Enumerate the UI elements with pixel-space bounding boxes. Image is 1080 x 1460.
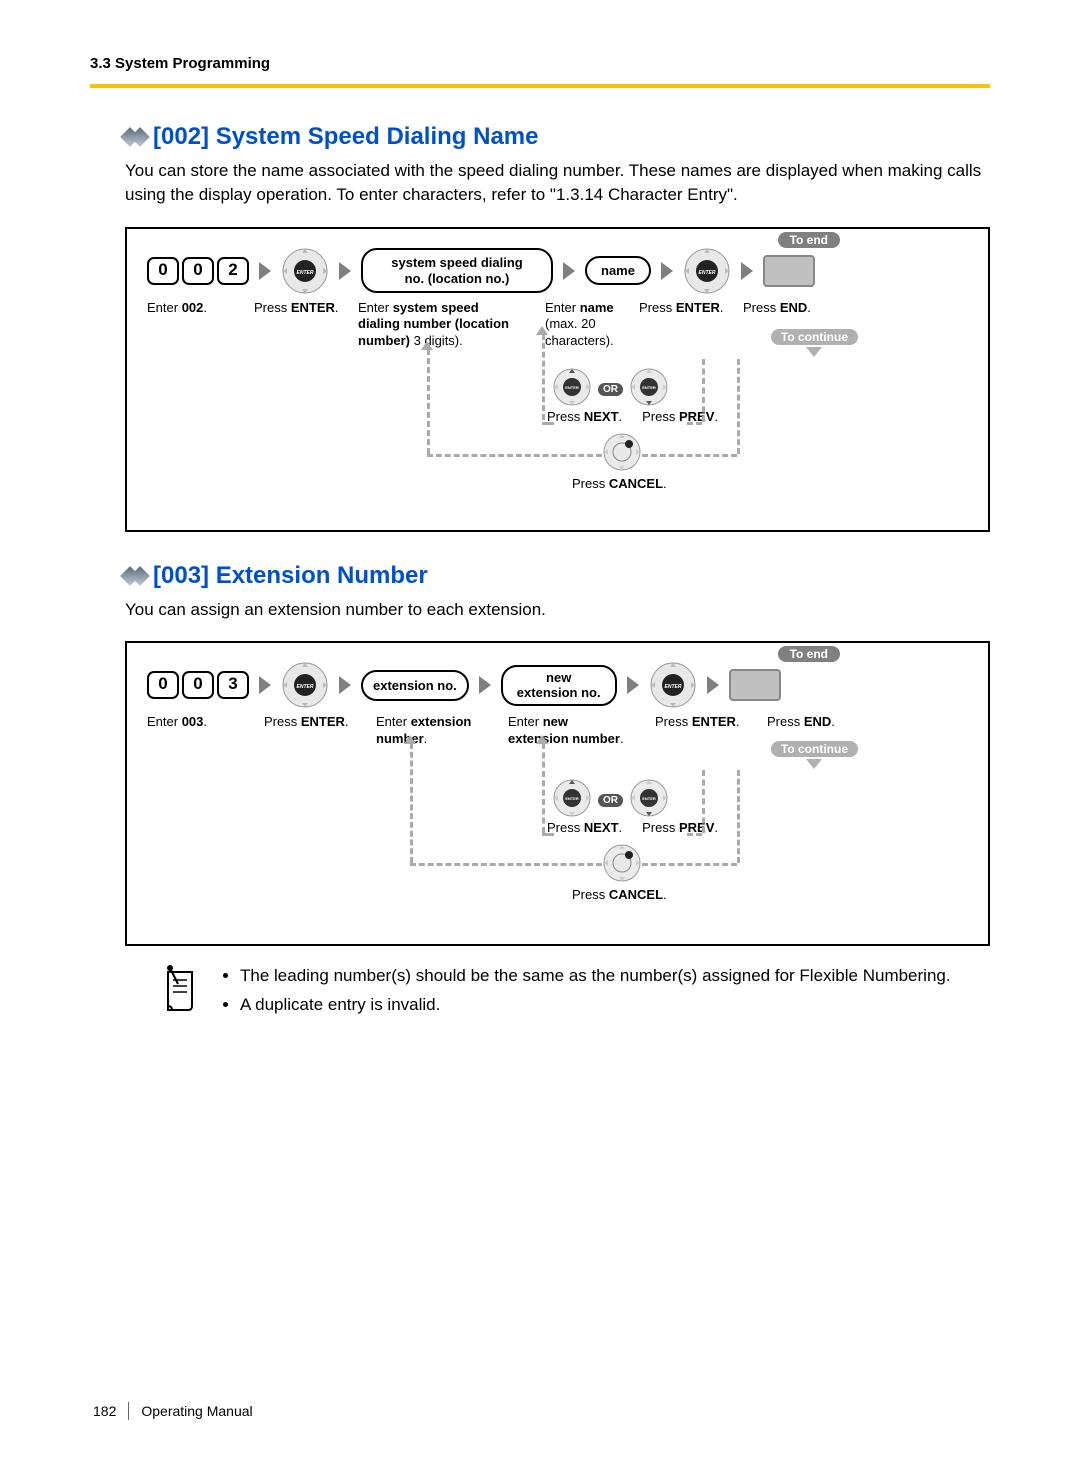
pill-text: new [546,670,571,685]
or-icon: OR [598,383,623,396]
heading-text-002: [002] System Speed Dialing Name [153,123,538,151]
note-icon [160,964,200,1022]
enter-joystick-icon[interactable]: ENTER [649,661,697,709]
enter-joystick-icon[interactable]: ENTER [683,247,731,295]
label-enter-extension: Enter extension number. [376,714,496,748]
next-joystick-icon[interactable]: ENTER [552,778,592,823]
svg-text:ENTER: ENTER [642,796,656,801]
arrow-icon [259,676,271,694]
to-continue-label: To continue [771,741,858,757]
arrow-icon [661,262,673,280]
svg-text:ENTER: ENTER [664,684,681,690]
label-enter-name: Enter name (max. 20 characters). [545,300,627,351]
dashed-arrow-up-icon [536,735,548,744]
end-button[interactable] [729,669,781,701]
enter-joystick-icon[interactable]: ENTER [281,661,329,709]
to-end-label: To end [778,232,840,248]
note-item: A duplicate entry is invalid. [240,993,951,1017]
arrow-icon [707,676,719,694]
digit-keys-002: 0 0 2 [147,257,249,285]
digit-key[interactable]: 0 [182,257,214,285]
diamond-icon [125,569,145,583]
pill-text: no. (location no.) [405,271,510,286]
arrow-icon [479,676,491,694]
page-number: 182 [93,1403,116,1419]
yellow-divider [90,84,990,88]
digit-key[interactable]: 2 [217,257,249,285]
next-joystick-icon[interactable]: ENTER [552,367,592,412]
svg-text:ENTER: ENTER [698,270,715,276]
next-prev-block: ENTER OR ENTER [552,778,669,823]
arrow-icon [627,676,639,694]
arrow-icon [563,262,575,280]
diagram-003: To end 0 0 3 ENTER extension no. new ext… [125,641,990,946]
svg-text:ENTER: ENTER [642,385,656,390]
enter-joystick-icon[interactable]: ENTER [281,247,329,295]
pill-system-speed: system speed dialing no. (location no.) [361,248,553,293]
end-button[interactable] [763,255,815,287]
label-press-enter-2: Press ENTER. [639,300,731,351]
prev-joystick-icon[interactable]: ENTER [629,778,669,823]
pill-name: name [585,256,651,286]
digit-key[interactable]: 3 [217,671,249,699]
prev-joystick-icon[interactable]: ENTER [629,367,669,412]
or-icon: OR [598,794,623,807]
label-enter-002: Enter 002. [147,300,242,351]
pill-text: extension no. [517,685,601,700]
footer: 182 Operating Manual [90,1402,990,1420]
body-text-002: You can store the name associated with t… [125,159,990,207]
dashed-arrow-up-icon [404,735,416,744]
next-prev-block: ENTER OR ENTER [552,367,669,412]
note-list: The leading number(s) should be the same… [220,964,951,1022]
svg-text:ENTER: ENTER [297,270,314,276]
svg-text:ENTER: ENTER [297,684,314,690]
section-heading-003: [003] Extension Number [125,562,990,590]
label-enter-new-extension: Enter new extension number. [508,714,643,748]
note-item: The leading number(s) should be the same… [240,964,951,988]
diamond-icon [125,130,145,144]
cancel-joystick-icon[interactable] [602,843,642,888]
arrow-icon [339,676,351,694]
digit-key[interactable]: 0 [182,671,214,699]
arrow-icon [741,262,753,280]
diagram-002: To end 0 0 2 ENTER [125,227,990,532]
pill-text: system speed dialing [391,255,523,270]
body-text-003: You can assign an extension number to ea… [125,598,990,622]
to-end-label: To end [778,646,840,662]
label-enter-003: Enter 003. [147,714,252,748]
dashed-arrow-up-icon [536,326,548,335]
arrow-icon [259,262,271,280]
svg-text:ENTER: ENTER [565,796,579,801]
pill-extension-no: extension no. [361,670,469,702]
manual-title: Operating Manual [141,1403,252,1419]
down-arrow-icon [806,759,822,769]
digit-key[interactable]: 0 [147,257,179,285]
to-continue-block: To continue [771,329,858,357]
pill-new-extension-no: new extension no. [501,665,617,706]
header-section: 3.3 System Programming [90,55,990,72]
dashed-arrow-up-icon [421,341,433,350]
cancel-joystick-icon[interactable] [602,432,642,477]
digit-key[interactable]: 0 [147,671,179,699]
label-press-enter: Press ENTER. [254,300,346,351]
down-arrow-icon [806,347,822,357]
label-press-enter: Press ENTER. [264,714,364,748]
to-continue-block: To continue [771,741,858,769]
press-cancel-label: Press CANCEL. [572,476,667,491]
label-press-enter-2: Press ENTER. [655,714,755,748]
arrow-icon [339,262,351,280]
digit-keys-003: 0 0 3 [147,671,249,699]
svg-text:ENTER: ENTER [565,385,579,390]
label-enter-system-speed: Enter system speed dialing number (locat… [358,300,533,351]
section-heading-002: [002] System Speed Dialing Name [125,123,990,151]
to-continue-label: To continue [771,329,858,345]
heading-text-003: [003] Extension Number [153,562,428,590]
press-cancel-label: Press CANCEL. [572,887,667,902]
